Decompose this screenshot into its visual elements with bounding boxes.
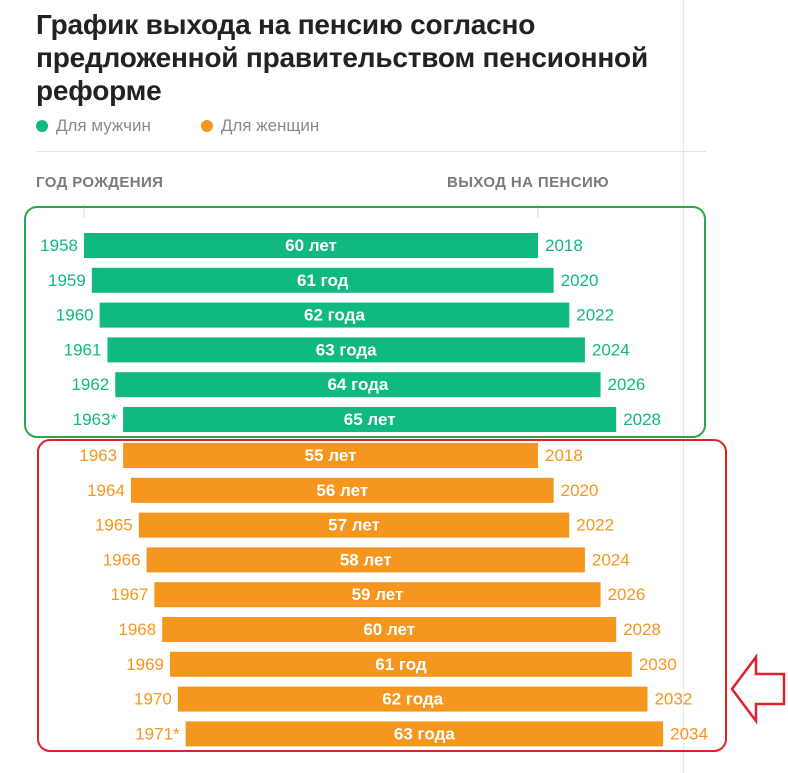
birth-year-label-women-1963: 1963 <box>79 446 117 465</box>
retire-year-label-men-1960: 2022 <box>576 306 614 325</box>
bar-women-1967 <box>154 582 601 608</box>
retire-year-label-women-1967: 2026 <box>608 585 646 604</box>
legend-dot-women <box>200 120 213 132</box>
birth-year-label-men-1963: 1963* <box>73 410 118 429</box>
bar-women-1964 <box>130 477 554 503</box>
birth-year-label-women-1964: 1964 <box>87 481 125 500</box>
bar-label-women-1963: 55 лет <box>305 446 357 465</box>
birth-year-label-men-1958: 1958 <box>40 236 78 255</box>
legend-item-men: Для мужчин <box>36 116 151 136</box>
left-arrow-icon <box>730 653 786 725</box>
birth-year-label-men-1962: 1962 <box>71 375 109 394</box>
birth-year-label-women-1966: 1966 <box>103 550 141 569</box>
highlight-box-men <box>24 206 706 438</box>
retire-year-label-men-1962: 2026 <box>608 375 646 394</box>
birth-year-label-women-1970: 1970 <box>134 690 172 709</box>
retire-year-label-men-1963: 2028 <box>623 410 661 429</box>
retire-year-label-women-1969: 2030 <box>639 655 677 674</box>
birth-year-label-women-1968: 1968 <box>118 620 156 639</box>
retire-year-label-women-1971: 2034 <box>670 724 708 743</box>
bar-label-women-1964: 56 лет <box>316 481 368 500</box>
bar-women-1971 <box>185 721 664 747</box>
legend-dot-men <box>36 120 48 132</box>
bar-label-women-1966: 58 лет <box>340 550 392 569</box>
birth-year-label-men-1960: 1960 <box>56 306 94 325</box>
bar-men-1959 <box>91 267 554 293</box>
retire-year-label-women-1964: 2020 <box>561 481 599 500</box>
bar-label-women-1968: 60 лет <box>363 620 415 639</box>
bar-women-1963 <box>123 443 538 468</box>
bar-label-men-1962: 64 года <box>327 375 388 394</box>
bar-women-1969 <box>170 651 632 677</box>
birth-year-label-men-1959: 1959 <box>48 271 86 290</box>
header-divider <box>36 151 706 152</box>
legend-item-women: Для женщин <box>200 116 320 136</box>
legend-label-men: Для мужчин <box>56 116 151 135</box>
retire-year-label-women-1966: 2024 <box>592 550 630 569</box>
bar-label-men-1959: 61 год <box>297 271 349 290</box>
retire-year-label-women-1963: 2018 <box>545 446 583 465</box>
highlight-box-women <box>37 439 727 752</box>
bar-men-1960 <box>99 302 570 328</box>
retire-year-label-men-1959: 2020 <box>561 271 599 290</box>
bar-label-women-1967: 59 лет <box>352 585 404 604</box>
bar-label-men-1960: 62 года <box>304 306 365 325</box>
bar-label-women-1971: 63 года <box>394 724 455 743</box>
column-guide-line <box>683 0 684 773</box>
column-header-birth-year: ГОД РОЖДЕНИЯ <box>36 174 164 191</box>
retire-year-label-women-1965: 2022 <box>576 516 614 535</box>
bar-label-men-1961: 63 года <box>316 340 377 359</box>
retire-year-label-men-1958: 2018 <box>545 236 583 255</box>
bar-men-1962 <box>115 372 601 398</box>
legend-label-women: Для женщин <box>220 116 320 135</box>
chart-title: График выхода на пенсию согласно предлож… <box>36 9 648 106</box>
bar-men-1958 <box>84 233 538 258</box>
retire-year-label-men-1961: 2024 <box>592 340 630 359</box>
retire-year-label-women-1968: 2028 <box>623 620 661 639</box>
bar-label-men-1958: 60 лет <box>285 236 337 255</box>
bar-label-men-1963: 65 лет <box>344 410 396 429</box>
bar-women-1966 <box>146 547 585 573</box>
bar-label-women-1969: 61 год <box>375 655 427 674</box>
bar-men-1961 <box>107 337 585 363</box>
bar-label-women-1970: 62 года <box>382 690 443 709</box>
legend: Для мужчин Для женщин <box>36 116 319 136</box>
birth-year-label-women-1967: 1967 <box>111 585 149 604</box>
bar-women-1970 <box>177 686 648 712</box>
bar-label-women-1965: 57 лет <box>328 516 380 535</box>
bar-women-1965 <box>138 512 570 538</box>
birth-year-label-men-1961: 1961 <box>64 340 102 359</box>
birth-year-label-women-1971: 1971* <box>135 724 180 743</box>
retire-year-label-women-1970: 2032 <box>654 690 692 709</box>
bar-men-1963 <box>123 407 617 432</box>
birth-year-label-women-1965: 1965 <box>95 516 133 535</box>
birth-year-label-women-1969: 1969 <box>126 655 164 674</box>
column-header-retirement-year: ВЫХОД НА ПЕНСИЮ <box>447 174 609 191</box>
bar-women-1968 <box>162 617 617 642</box>
